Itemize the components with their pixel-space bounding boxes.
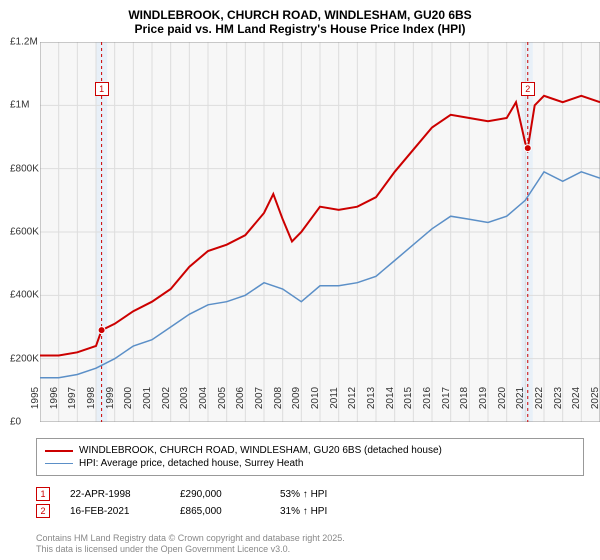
x-tick-label: 2017 [441, 387, 452, 409]
x-tick-label: 2024 [571, 387, 582, 409]
legend-label: HPI: Average price, detached house, Surr… [79, 458, 303, 469]
y-tick-label: £200K [10, 353, 39, 364]
x-tick-label: 2008 [273, 387, 284, 409]
legend-swatch [45, 450, 73, 452]
y-tick-label: £800K [10, 163, 39, 174]
x-tick-label: 2000 [123, 387, 134, 409]
x-tick-label: 2011 [329, 387, 340, 409]
sale-marker-on-chart: 2 [521, 82, 535, 96]
x-tick-label: 2018 [459, 387, 470, 409]
sale-price: £290,000 [180, 489, 260, 500]
x-tick-label: 2021 [515, 387, 526, 409]
x-tick-label: 2013 [366, 387, 377, 409]
x-tick-label: 2004 [198, 387, 209, 409]
x-tick-label: 2016 [422, 387, 433, 409]
sale-price: £865,000 [180, 506, 260, 517]
x-tick-label: 2025 [590, 387, 600, 409]
x-tick-label: 2005 [217, 387, 228, 409]
x-tick-label: 1998 [86, 387, 97, 409]
x-tick-label: 2007 [254, 387, 265, 409]
x-tick-label: 1999 [105, 387, 116, 409]
chart-title: WINDLEBROOK, CHURCH ROAD, WINDLESHAM, GU… [10, 8, 590, 22]
sale-row: 1 22-APR-1998 £290,000 53% ↑ HPI [36, 487, 584, 501]
x-tick-label: 2023 [553, 387, 564, 409]
x-tick-label: 2003 [179, 387, 190, 409]
x-tick-label: 2019 [478, 387, 489, 409]
chart-plot-area: £0£200K£400K£600K£800K£1M£1.2M12 [40, 42, 600, 422]
sale-marker-icon: 1 [36, 487, 50, 501]
sale-vs-hpi: 31% ↑ HPI [280, 506, 327, 517]
sale-date: 16-FEB-2021 [70, 506, 160, 517]
sale-vs-hpi: 53% ↑ HPI [280, 489, 327, 500]
y-tick-label: £1M [10, 100, 29, 111]
chart-subtitle: Price paid vs. HM Land Registry's House … [10, 22, 590, 36]
legend-item: WINDLEBROOK, CHURCH ROAD, WINDLESHAM, GU… [45, 445, 575, 456]
x-tick-label: 2012 [347, 387, 358, 409]
legend-swatch [45, 463, 73, 465]
x-tick-label: 2015 [403, 387, 414, 409]
x-tick-label: 2006 [235, 387, 246, 409]
x-tick-label: 2022 [534, 387, 545, 409]
x-tick-label: 2001 [142, 387, 153, 409]
sales-table: 1 22-APR-1998 £290,000 53% ↑ HPI 2 16-FE… [36, 484, 584, 521]
y-tick-label: £0 [10, 417, 21, 428]
sale-date: 22-APR-1998 [70, 489, 160, 500]
sale-marker-icon: 2 [36, 504, 50, 518]
footer-attribution: Contains HM Land Registry data © Crown c… [36, 533, 345, 556]
x-tick-label: 2010 [310, 387, 321, 409]
footer-line: Contains HM Land Registry data © Crown c… [36, 533, 345, 545]
footer-line: This data is licensed under the Open Gov… [36, 544, 345, 556]
x-tick-label: 2014 [385, 387, 396, 409]
x-tick-label: 1995 [30, 387, 41, 409]
chart-container: WINDLEBROOK, CHURCH ROAD, WINDLESHAM, GU… [0, 0, 600, 560]
x-tick-label: 2009 [291, 387, 302, 409]
x-tick-label: 1996 [49, 387, 60, 409]
sale-row: 2 16-FEB-2021 £865,000 31% ↑ HPI [36, 504, 584, 518]
x-tick-label: 2020 [497, 387, 508, 409]
y-tick-label: £400K [10, 290, 39, 301]
legend: WINDLEBROOK, CHURCH ROAD, WINDLESHAM, GU… [36, 438, 584, 476]
x-tick-label: 1997 [67, 387, 78, 409]
y-tick-label: £1.2M [10, 37, 38, 48]
sale-marker-on-chart: 1 [95, 82, 109, 96]
x-axis-labels: 1995199619971998199920002001200220032004… [30, 394, 590, 434]
x-tick-label: 2002 [161, 387, 172, 409]
legend-item: HPI: Average price, detached house, Surr… [45, 458, 575, 469]
y-tick-label: £600K [10, 227, 39, 238]
chart-svg [40, 42, 600, 422]
legend-label: WINDLEBROOK, CHURCH ROAD, WINDLESHAM, GU… [79, 445, 442, 456]
